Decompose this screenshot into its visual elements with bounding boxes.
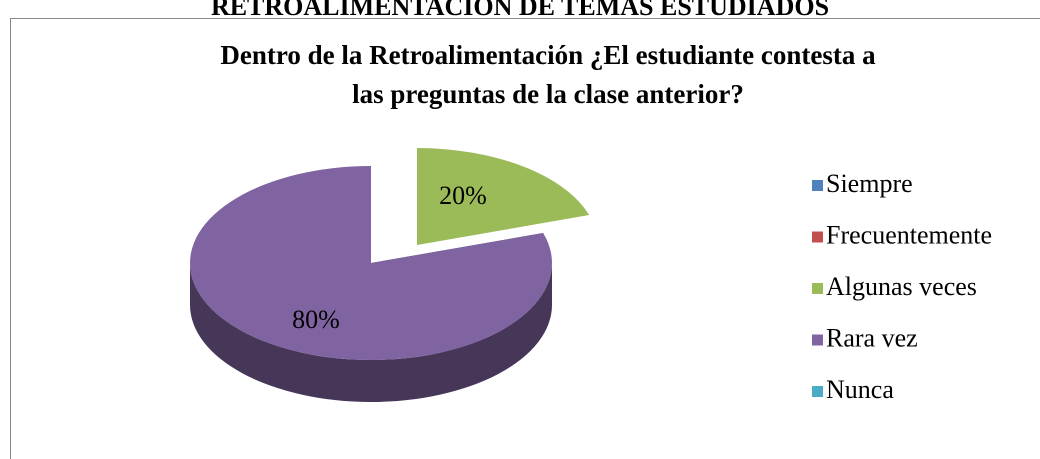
- data-label: 80%: [292, 305, 340, 334]
- legend-swatch: [812, 386, 823, 397]
- legend-label: Frecuentemente: [826, 220, 992, 249]
- chart-title: Dentro de la Retroalimentación ¿El estud…: [220, 40, 876, 70]
- legend-swatch: [812, 180, 823, 191]
- data-label: 20%: [439, 181, 487, 210]
- chart-title: las preguntas de la clase anterior?: [352, 79, 744, 109]
- legend-label: Nunca: [826, 375, 894, 404]
- legend-label: Rara vez: [826, 323, 918, 352]
- slice: [417, 148, 590, 245]
- legend-label: Algunas veces: [826, 272, 977, 301]
- legend-swatch: [812, 283, 823, 294]
- legend-swatch: [812, 231, 823, 243]
- legend-swatch: [812, 334, 823, 346]
- legend-label: Siempre: [826, 169, 913, 198]
- heading: RETROALIMENTACIÓN DE TEMAS ESTUDIADOS: [211, 0, 829, 21]
- slice-side: [190, 263, 552, 402]
- slice: [190, 166, 553, 360]
